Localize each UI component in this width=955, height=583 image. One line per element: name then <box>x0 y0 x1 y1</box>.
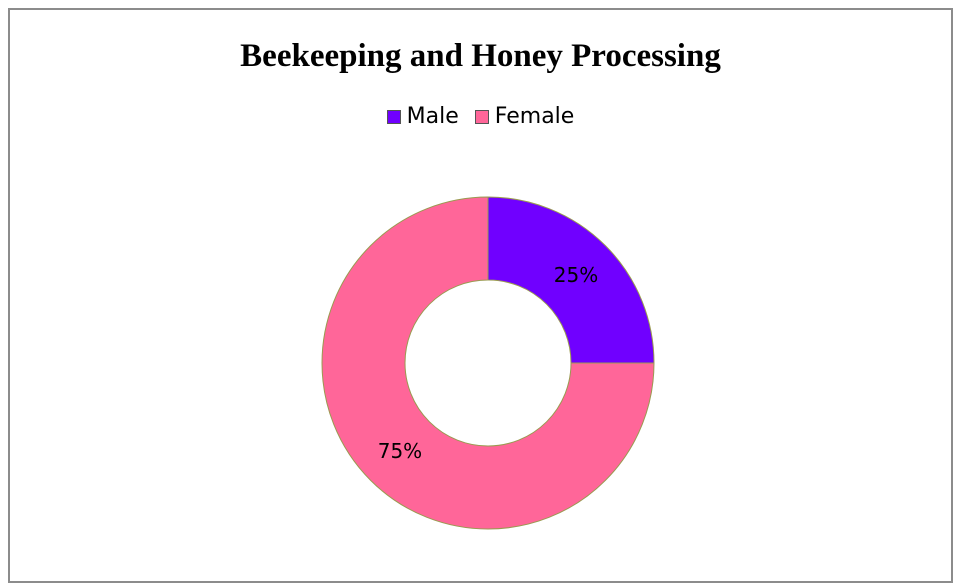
legend-item-male: Male <box>386 104 459 129</box>
legend-label-male: Male <box>406 104 459 129</box>
legend: Male Female <box>10 104 951 129</box>
data-label-male: 25% <box>554 263 598 287</box>
legend-swatch-male <box>386 109 401 124</box>
legend-swatch-female <box>474 109 489 124</box>
legend-label-female: Female <box>494 104 575 129</box>
data-label-female: 75% <box>378 439 422 463</box>
donut-slice-female <box>321 196 655 530</box>
legend-item-female: Female <box>474 104 575 129</box>
chart-title: Beekeeping and Honey Processing <box>240 38 721 74</box>
donut-slice-male <box>487 196 655 364</box>
